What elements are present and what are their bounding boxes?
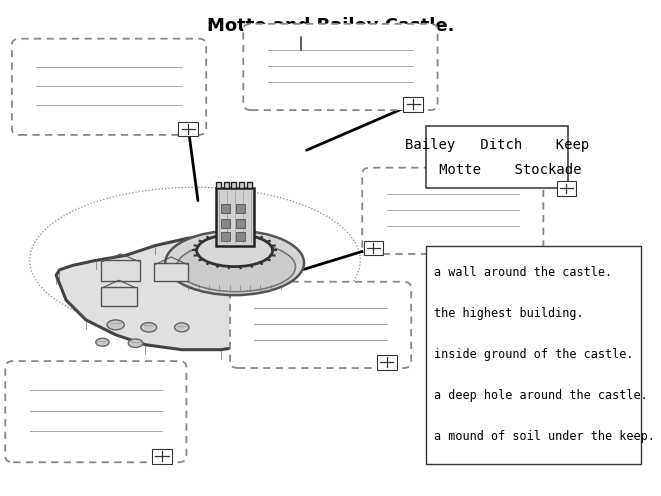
FancyBboxPatch shape — [5, 361, 186, 462]
Bar — [557, 181, 576, 196]
FancyBboxPatch shape — [101, 260, 140, 281]
FancyBboxPatch shape — [101, 287, 137, 306]
Ellipse shape — [141, 323, 157, 332]
Bar — [231, 182, 237, 188]
Text: Motte and Bailey Castle.: Motte and Bailey Castle. — [207, 17, 454, 35]
Bar — [236, 204, 245, 213]
Text: inside ground of the castle.: inside ground of the castle. — [434, 348, 634, 361]
Ellipse shape — [128, 339, 143, 347]
Ellipse shape — [175, 323, 189, 332]
Bar — [239, 182, 244, 188]
Text: a deep hole around the castle.: a deep hole around the castle. — [434, 389, 648, 402]
Bar — [221, 232, 230, 241]
FancyBboxPatch shape — [230, 282, 411, 368]
FancyBboxPatch shape — [362, 168, 543, 254]
FancyBboxPatch shape — [12, 39, 206, 135]
Bar — [236, 232, 245, 241]
Text: a mound of soil under the keep.: a mound of soil under the keep. — [434, 431, 655, 443]
Bar — [216, 182, 221, 188]
Bar — [236, 219, 245, 228]
Text: a wall around the castle.: a wall around the castle. — [434, 266, 612, 279]
FancyBboxPatch shape — [154, 263, 188, 281]
Polygon shape — [56, 236, 294, 350]
Text: Bailey   Ditch    Keep: Bailey Ditch Keep — [405, 138, 590, 152]
Ellipse shape — [176, 242, 295, 292]
Ellipse shape — [96, 338, 109, 346]
Ellipse shape — [165, 231, 304, 295]
Bar — [247, 182, 252, 188]
Bar — [364, 241, 383, 255]
Bar — [403, 97, 423, 112]
Text: Motte    Stockade: Motte Stockade — [414, 163, 581, 177]
Text: the highest building.: the highest building. — [434, 307, 584, 320]
Bar — [377, 355, 397, 370]
Ellipse shape — [197, 235, 273, 267]
Bar — [178, 122, 198, 136]
Ellipse shape — [107, 320, 124, 330]
FancyBboxPatch shape — [426, 126, 568, 188]
FancyBboxPatch shape — [426, 246, 641, 464]
Bar — [221, 219, 230, 228]
Bar — [152, 449, 172, 464]
Bar — [221, 204, 230, 213]
FancyBboxPatch shape — [243, 24, 438, 110]
Bar — [216, 188, 254, 246]
Bar — [224, 182, 229, 188]
